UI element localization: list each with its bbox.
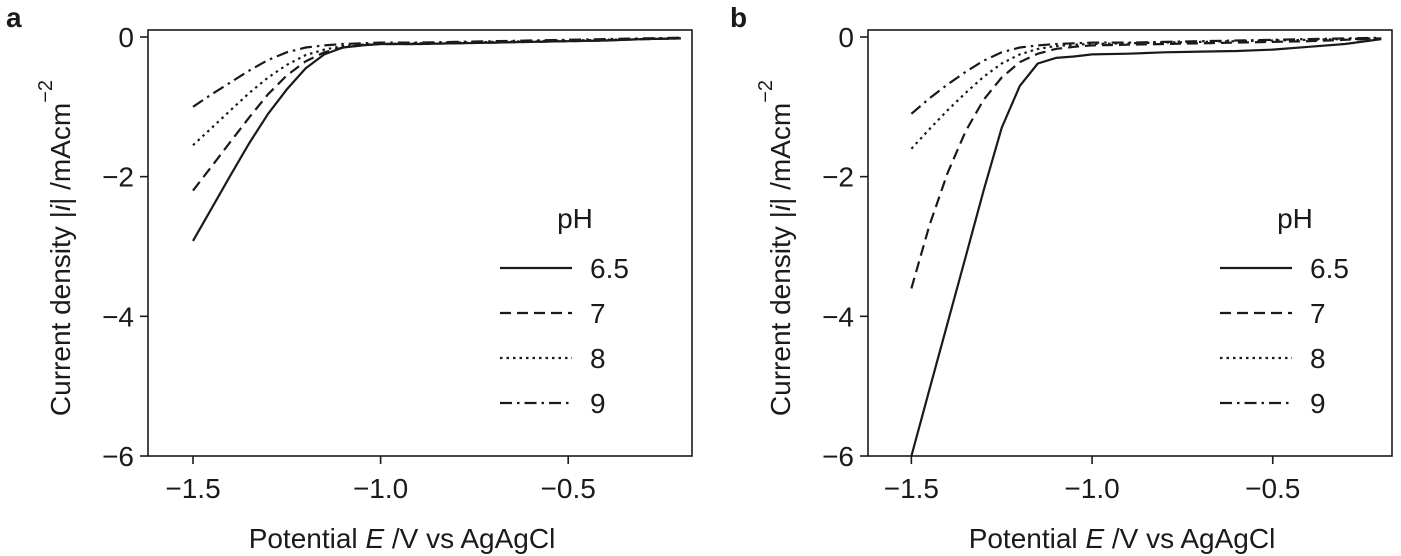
x-tick-label: −1.0 xyxy=(353,473,408,504)
y-tick-label: −6 xyxy=(102,441,134,472)
legend-title: pH xyxy=(1277,203,1313,234)
x-axis-label: Potential E /V vs AgAgCl xyxy=(969,523,1276,554)
series-line-ph-6-5 xyxy=(192,37,681,242)
y-tick-label: −2 xyxy=(102,162,134,193)
series-line-ph-6-5 xyxy=(910,38,1382,457)
series-line-ph-8 xyxy=(192,37,681,147)
panel-b: b Current density |i| /mAcm−2 Potential … xyxy=(730,2,1393,554)
x-tick-label: −1.5 xyxy=(165,473,220,504)
legend-label: 7 xyxy=(1310,298,1326,329)
series-line-ph-7 xyxy=(910,37,1382,289)
y-axis-label: Current density |i| /mAcm−2 xyxy=(35,80,76,416)
legend-label: 7 xyxy=(590,298,606,329)
plot-area-frame xyxy=(147,29,693,457)
legend-label: 8 xyxy=(1310,343,1326,374)
y-tick-label: −6 xyxy=(822,441,854,472)
series-line-ph-8 xyxy=(910,37,1382,150)
x-tick-label: −1.5 xyxy=(884,473,939,504)
panel-letter-a: a xyxy=(6,2,22,33)
y-axis-label: Current density |i| /mAcm−2 xyxy=(755,80,796,416)
legend-label: 9 xyxy=(1310,388,1326,419)
series-line-ph-9 xyxy=(192,36,681,108)
legend-title: pH xyxy=(557,203,593,234)
series-line-ph-9 xyxy=(910,36,1382,115)
panel-a: a Current density |i| /mAcm−2 Potential … xyxy=(6,2,693,554)
legend-label: 6.5 xyxy=(590,253,629,284)
y-tick-label: 0 xyxy=(118,22,134,53)
x-tick-label: −0.5 xyxy=(1245,473,1300,504)
plot-area-frame xyxy=(867,29,1393,457)
x-axis-label: Potential E /V vs AgAgCl xyxy=(249,523,556,554)
series-line-ph-7 xyxy=(192,37,681,192)
y-tick-label: −2 xyxy=(822,162,854,193)
panel-letter-b: b xyxy=(730,2,747,33)
y-tick-label: −4 xyxy=(102,301,134,332)
legend-label: 8 xyxy=(590,343,606,374)
x-tick-label: −0.5 xyxy=(541,473,596,504)
legend-label: 9 xyxy=(590,388,606,419)
x-tick-label: −1.0 xyxy=(1064,473,1119,504)
y-tick-label: −4 xyxy=(822,301,854,332)
y-tick-label: 0 xyxy=(838,22,854,53)
legend-label: 6.5 xyxy=(1310,253,1349,284)
